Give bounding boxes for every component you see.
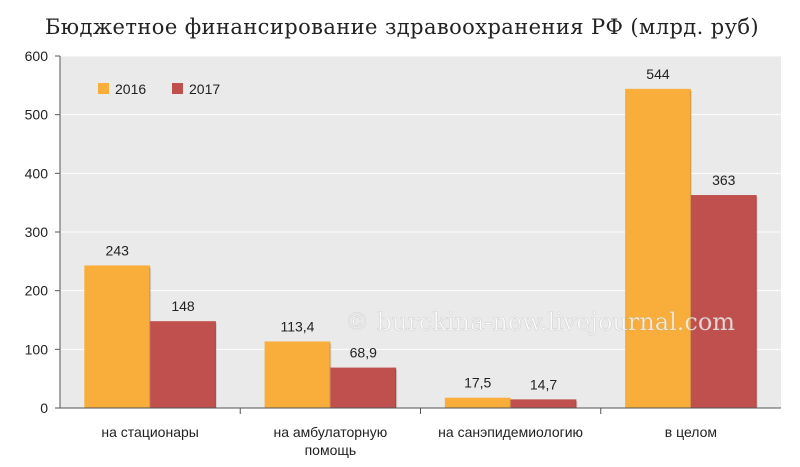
data-label: 363 xyxy=(712,172,736,188)
bar-2017 xyxy=(330,367,397,408)
bars: 243 113,4 17,5 544 148 68,9 14,7 363 xyxy=(84,66,758,408)
bar-2016 xyxy=(84,265,151,408)
watermark: © burckina-new.livejournal.com xyxy=(345,308,735,336)
chart-title: Бюджетное финансирование здравоохранения… xyxy=(45,15,759,39)
x-category-label: в целом xyxy=(665,424,717,440)
x-category-label: на стационары xyxy=(101,424,198,440)
data-label: 17,5 xyxy=(464,375,491,391)
data-label: 14,7 xyxy=(530,376,557,392)
legend-swatch-2017 xyxy=(172,83,183,94)
data-label: 113,4 xyxy=(280,318,314,334)
data-label: 544 xyxy=(646,66,670,82)
x-category-label: помощь xyxy=(305,442,357,458)
axes: 0 100 200 300 400 500 600 на стационары на амбул… xyxy=(25,48,781,458)
y-tick-label: 600 xyxy=(25,48,49,64)
y-tick-label: 400 xyxy=(25,165,49,181)
data-label: 68,9 xyxy=(350,345,377,361)
y-tick-label: 500 xyxy=(25,107,49,123)
bar-2016 xyxy=(625,88,691,408)
legend-swatch-2016 xyxy=(98,83,109,94)
bar-2017 xyxy=(510,399,577,408)
data-label: 243 xyxy=(106,242,130,258)
x-category-label: на санэпидемиологию xyxy=(438,424,583,440)
bar-2016 xyxy=(264,341,331,408)
bar-2017 xyxy=(150,321,216,408)
legend-label: 2016 xyxy=(115,81,146,97)
bar-2016 xyxy=(444,397,511,408)
y-tick-label: 0 xyxy=(40,400,48,416)
y-tick-label: 200 xyxy=(25,283,49,299)
x-category-label: на амбулаторную xyxy=(273,424,387,440)
bar-2017 xyxy=(690,195,757,408)
legend: 2016 2017 xyxy=(98,81,220,97)
y-tick-label: 300 xyxy=(25,224,49,240)
legend-label: 2017 xyxy=(189,81,220,97)
y-tick-label: 100 xyxy=(25,341,49,357)
data-label: 148 xyxy=(171,298,195,314)
